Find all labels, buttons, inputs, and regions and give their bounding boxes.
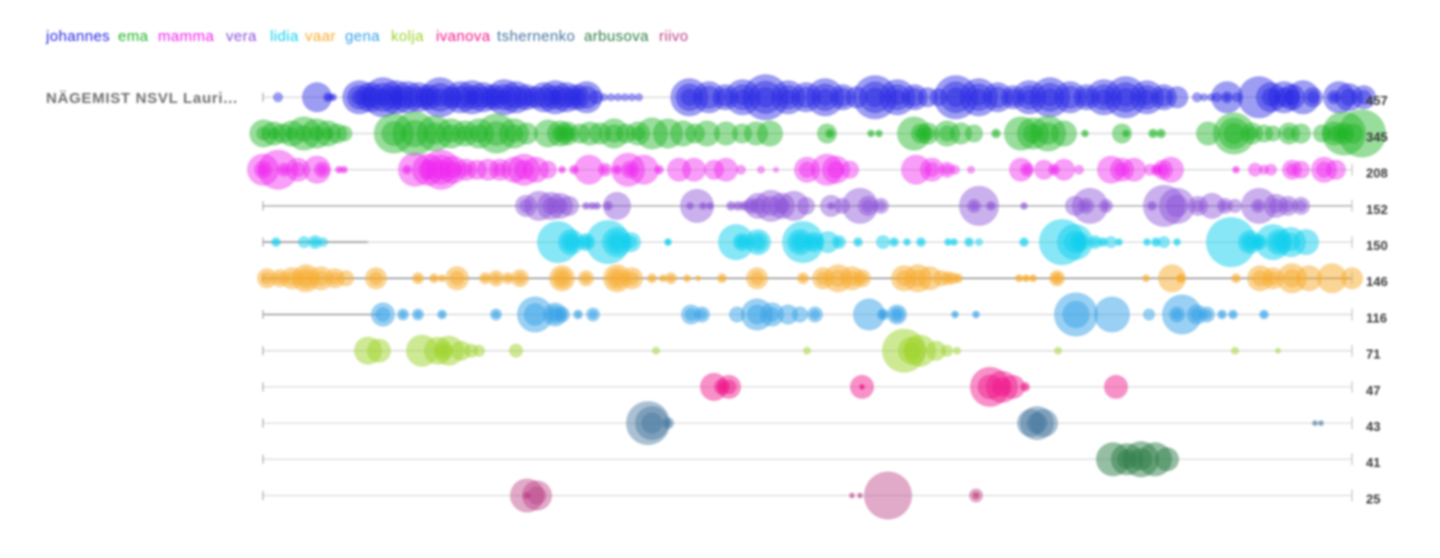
svg-text:41: 41 bbox=[1366, 455, 1380, 470]
svg-text:345: 345 bbox=[1366, 129, 1388, 144]
svg-text:146: 146 bbox=[1366, 274, 1388, 289]
svg-text:150: 150 bbox=[1366, 238, 1388, 253]
svg-text:71: 71 bbox=[1366, 347, 1380, 362]
svg-text:43: 43 bbox=[1366, 419, 1380, 434]
svg-text:208: 208 bbox=[1366, 166, 1388, 181]
svg-text:116: 116 bbox=[1366, 310, 1387, 325]
svg-text:152: 152 bbox=[1366, 202, 1388, 217]
svg-text:25: 25 bbox=[1366, 491, 1380, 506]
svg-text:457: 457 bbox=[1366, 93, 1388, 108]
svg-text:47: 47 bbox=[1366, 383, 1380, 398]
